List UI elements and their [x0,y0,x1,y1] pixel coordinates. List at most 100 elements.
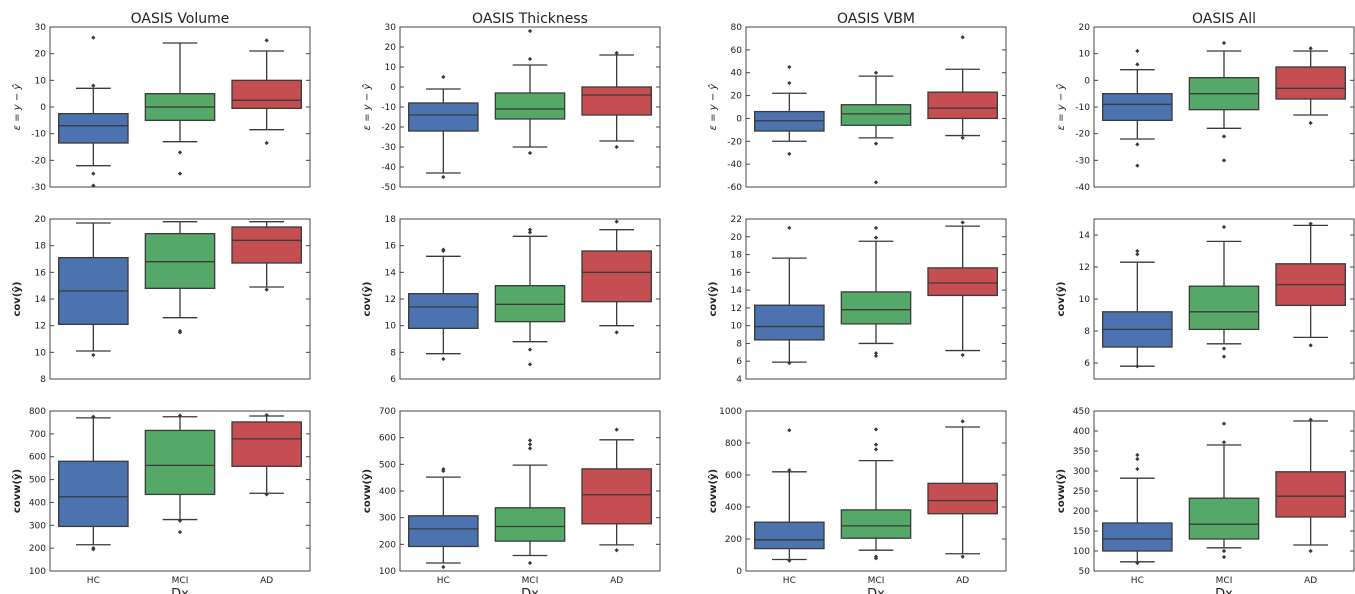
outlier-point [873,427,879,432]
y-tick-label: -10 [1075,103,1090,113]
outlier-point [441,174,446,180]
outlier-point [264,287,269,292]
outlier-point [1308,221,1313,226]
y-tick-label: 0 [1084,76,1090,86]
y-tick-label: 14 [35,295,47,305]
y-tick-label: 16 [35,268,47,278]
y-tick-label: 450 [1073,407,1090,417]
iqr-box [144,233,216,289]
x-axis-label: Dx [171,587,189,594]
outlier-point [177,413,183,418]
iqr-box [754,304,825,341]
outlier-point [873,351,879,356]
y-tick-label: 18 [35,242,47,252]
y-tick-label: -50 [381,183,396,193]
x-tick-label: AD [610,576,623,586]
box-HC [58,414,129,552]
y-axis-label: ε = y − ŷ [361,83,373,131]
outlier-point [1221,354,1227,359]
outlier-point [1135,466,1140,472]
iqr-box [581,468,652,525]
outlier-point [441,247,446,252]
y-axis-label: covw(ŷ) [707,469,719,513]
iqr-box [581,250,652,303]
outlier-point [1135,560,1140,566]
y-tick-label: 12 [1079,263,1090,273]
outlier-point [1308,343,1313,348]
iqr-box [927,482,998,515]
outlier-point [527,347,533,352]
y-tick-label: 400 [1073,427,1090,437]
outlier-point [264,412,269,418]
outlier-point [177,328,183,334]
y-tick-label: 18 [385,215,397,225]
x-tick-label: AD [1304,576,1317,586]
box-AD [927,35,998,140]
outlier-point [787,225,792,231]
outlier-point [787,468,792,473]
outlier-point [873,353,879,359]
iqr-box [58,113,129,144]
y-tick-label: 300 [1073,467,1090,477]
y-tick-label: 4 [736,375,742,385]
outlier-point [1221,554,1227,560]
y-tick-label: 200 [379,540,396,550]
iqr-box [494,507,566,542]
box-HC [754,64,825,156]
outlier-point [614,548,619,553]
box-HC [58,222,129,358]
outlier-point [1221,40,1227,46]
subplot-0-0: -30 -20 -10 0 10 20 30 OASIS Volume ε = y − ŷ [11,11,311,193]
y-tick-label: 16 [385,242,397,252]
y-tick-label: 14 [1079,231,1091,241]
y-axis-label: covw(ŷ) [1055,469,1067,513]
y-axis-label: cov(ŷ) [707,282,719,317]
box-MCI [840,225,912,359]
x-tick-label: MCI [1216,576,1233,586]
iqr-box [144,429,216,496]
y-tick-label: 0 [736,567,742,577]
iqr-box [1275,66,1346,100]
y-tick-label: 350 [1073,447,1090,457]
outlier-point [787,558,792,563]
axes-frame [745,410,1007,572]
outlier-point [614,144,619,150]
box-MCI [1188,224,1260,359]
outlier-point [527,446,533,451]
outlier-point [960,419,965,424]
y-tick-label: 8 [1084,327,1090,337]
outlier-point [787,64,792,70]
outlier-point [441,74,446,80]
iqr-box [58,460,129,528]
outlier-point [1221,440,1227,445]
iqr-box [408,293,479,329]
x-tick-label: AD [260,576,273,586]
box-MCI [144,413,216,535]
box-HC [754,428,825,563]
y-tick-label: -20 [31,156,46,166]
outlier-point [527,28,533,34]
outlier-point [1135,248,1140,254]
y-tick-label: 600 [379,434,396,444]
subplot-0-1: -50 -40 -30 -20 -10 0 10 20 30 OASIS Thickness ε =… [361,11,661,193]
subplot-2-2: 0 200 400 600 800 1000 HC MCI AD Dx covw(ŷ) [707,407,1007,594]
y-axis-label: covw(ŷ) [361,469,373,513]
x-axis-label: Dx [1215,587,1233,594]
iqr-box [231,79,302,109]
box-MCI [1188,421,1260,560]
outlier-point [1135,452,1140,458]
x-tick-label: AD [956,576,969,586]
outlier-point [1221,421,1227,426]
subplot-2-0: 100 200 300 400 500 600 700 800 HC MCI AD Dx covw(ŷ) [11,407,311,594]
outlier-point [91,352,96,358]
iqr-box [840,509,912,539]
outlier-point [441,564,446,570]
outlier-point [264,38,269,43]
subplot-2-1: 100 200 300 400 500 600 700 HC MCI AD Dx covw(ŷ) [361,407,661,594]
outlier-point [873,442,879,447]
outlier-point [177,171,183,176]
outlier-point [873,70,879,75]
outlier-point [441,356,446,362]
iqr-box [754,521,825,550]
y-tick-label: 12 [731,304,742,314]
